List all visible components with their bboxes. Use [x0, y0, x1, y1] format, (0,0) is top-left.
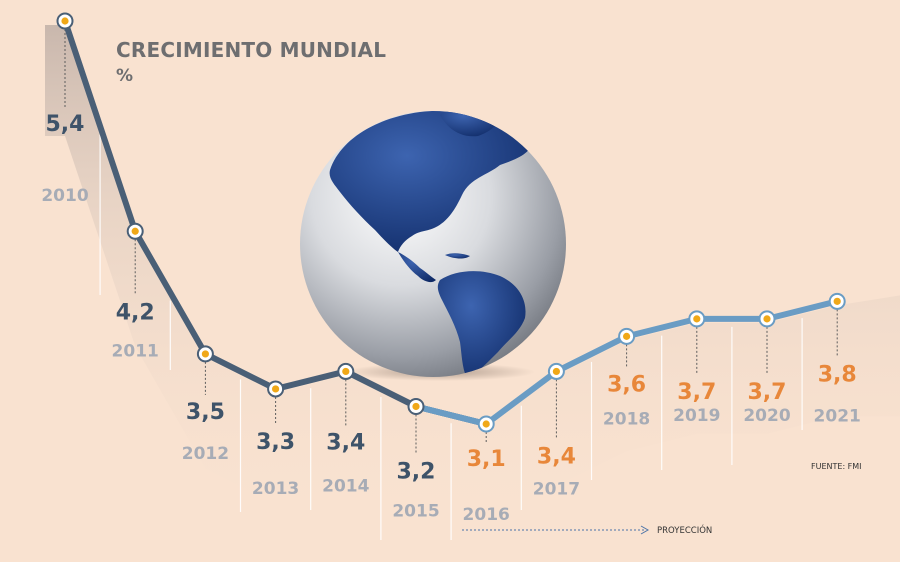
value-label-2018: 3,6: [607, 372, 646, 397]
value-label-2012: 3,5: [186, 400, 225, 425]
value-label-2019: 3,7: [677, 380, 716, 405]
chart-title: CRECIMIENTO MUNDIAL: [116, 38, 387, 62]
value-label-2017: 3,4: [537, 444, 576, 469]
data-point-2010: [56, 12, 74, 30]
value-label-2016: 3,1: [467, 447, 506, 472]
year-label-2010: 2010: [41, 186, 88, 206]
value-label-2020: 3,7: [748, 380, 787, 405]
data-markers: [56, 12, 846, 433]
value-label-2014: 3,4: [326, 430, 365, 455]
data-point-2011: [126, 222, 144, 240]
value-labels: 5,4 4,2 3,5 3,3 3,4 3,2 3,1 3,4 3,6 3,7 3,7 3,8: [46, 112, 857, 484]
source-note: FUENTE: FMI: [811, 462, 862, 471]
data-point-2021: [828, 292, 846, 310]
series-line-historical-segment: [342, 368, 419, 410]
data-point-2019: [688, 310, 706, 328]
column-dividers: [99, 134, 803, 540]
data-point-2016: [477, 415, 495, 433]
data-point-2014: [337, 362, 355, 380]
year-label-2016: 2016: [463, 505, 510, 525]
projection-label: PROYECCIÓN: [657, 526, 713, 536]
line-shadow-band: [45, 25, 900, 539]
year-label-2020: 2020: [743, 406, 790, 426]
globe-illustration: [300, 111, 566, 381]
data-point-2015: [407, 397, 425, 415]
data-point-2013: [267, 380, 285, 398]
projection-arrow: [462, 525, 650, 535]
year-label-2012: 2012: [182, 444, 229, 464]
year-label-2014: 2014: [322, 476, 369, 496]
data-point-2017: [547, 362, 565, 380]
value-label-2015: 3,2: [397, 459, 436, 484]
value-label-2013: 3,3: [256, 430, 295, 455]
year-label-2011: 2011: [112, 341, 159, 361]
year-labels: 2010 2011 2012 2013 2014 2015 2016 2017 2018 2019…: [41, 186, 861, 525]
year-label-2013: 2013: [252, 479, 299, 499]
series-line-projection-segment: [413, 403, 490, 427]
value-label-2011: 4,2: [116, 300, 155, 325]
chart-unit: %: [116, 66, 134, 86]
data-point-2012: [196, 345, 214, 363]
year-label-2017: 2017: [533, 479, 580, 499]
leader-lines: [64, 29, 838, 455]
value-label-2010: 5,4: [46, 112, 85, 137]
year-label-2021: 2021: [814, 406, 861, 426]
data-point-2018: [618, 327, 636, 345]
year-label-2015: 2015: [392, 501, 439, 521]
value-label-2021: 3,8: [818, 362, 857, 387]
year-label-2019: 2019: [673, 406, 720, 426]
data-point-2020: [758, 310, 776, 328]
year-label-2018: 2018: [603, 409, 650, 429]
